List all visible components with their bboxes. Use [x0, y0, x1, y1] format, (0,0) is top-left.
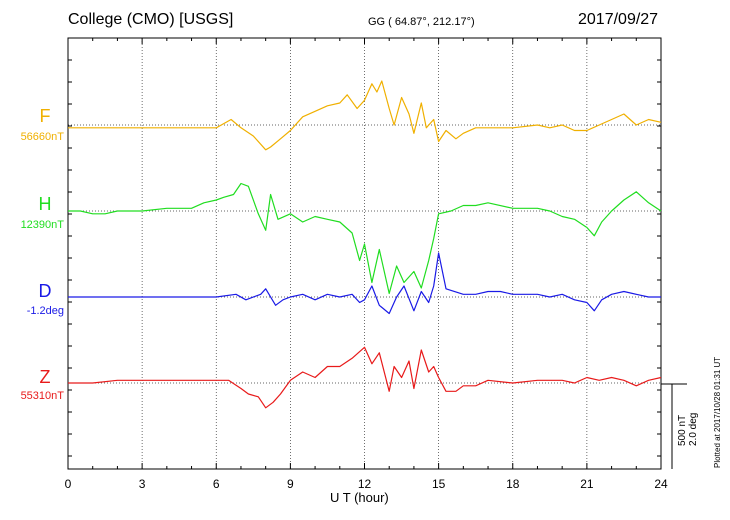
- series-group: [68, 80, 662, 409]
- x-tick-label: 0: [65, 477, 72, 491]
- scale-deg-label: 2.0 deg: [688, 412, 699, 446]
- series-line-d: [68, 252, 661, 315]
- channel-label-d: D: [38, 281, 52, 301]
- scale-nt-label: 500 nT: [677, 414, 688, 446]
- series-line-h: [68, 182, 662, 295]
- date-label: 2017/09/27: [578, 11, 659, 28]
- channel-baseline-h: 12390nT: [20, 219, 64, 231]
- x-tick-label: 6: [213, 477, 220, 491]
- series-line-z: [68, 346, 662, 409]
- x-tick-label: 18: [506, 477, 520, 491]
- x-tick-label: 12: [358, 477, 372, 491]
- grid-lines: [68, 38, 661, 469]
- x-tick-label: 15: [432, 477, 446, 491]
- channel-baseline-d: -1.2deg: [26, 305, 64, 317]
- scale-bar: [661, 383, 687, 469]
- channel-label-h: H: [38, 194, 52, 214]
- x-tick-labels: 0 3 6 9 12 15 18 21 24: [65, 477, 668, 491]
- station-title: College (CMO) [USGS]: [68, 11, 234, 28]
- x-tick-label: 24: [654, 477, 668, 491]
- x-axis-label: U T (hour): [330, 490, 389, 505]
- coordinates-label: GG ( 64.87°, 212.17°): [368, 16, 475, 28]
- plotted-at-label: Plotted at 2017/10/28 01:31 UT: [713, 356, 722, 468]
- axis-ticks: [67, 38, 662, 469]
- x-tick-label: 3: [139, 477, 146, 491]
- series-line-f: [68, 80, 662, 151]
- channel-label-z: Z: [39, 367, 51, 387]
- channel-label-f: F: [39, 106, 51, 126]
- x-tick-label: 9: [287, 477, 294, 491]
- channel-baseline-f: 56660nT: [20, 131, 64, 143]
- channel-baseline-z: 55310nT: [20, 390, 64, 402]
- x-tick-label: 21: [580, 477, 594, 491]
